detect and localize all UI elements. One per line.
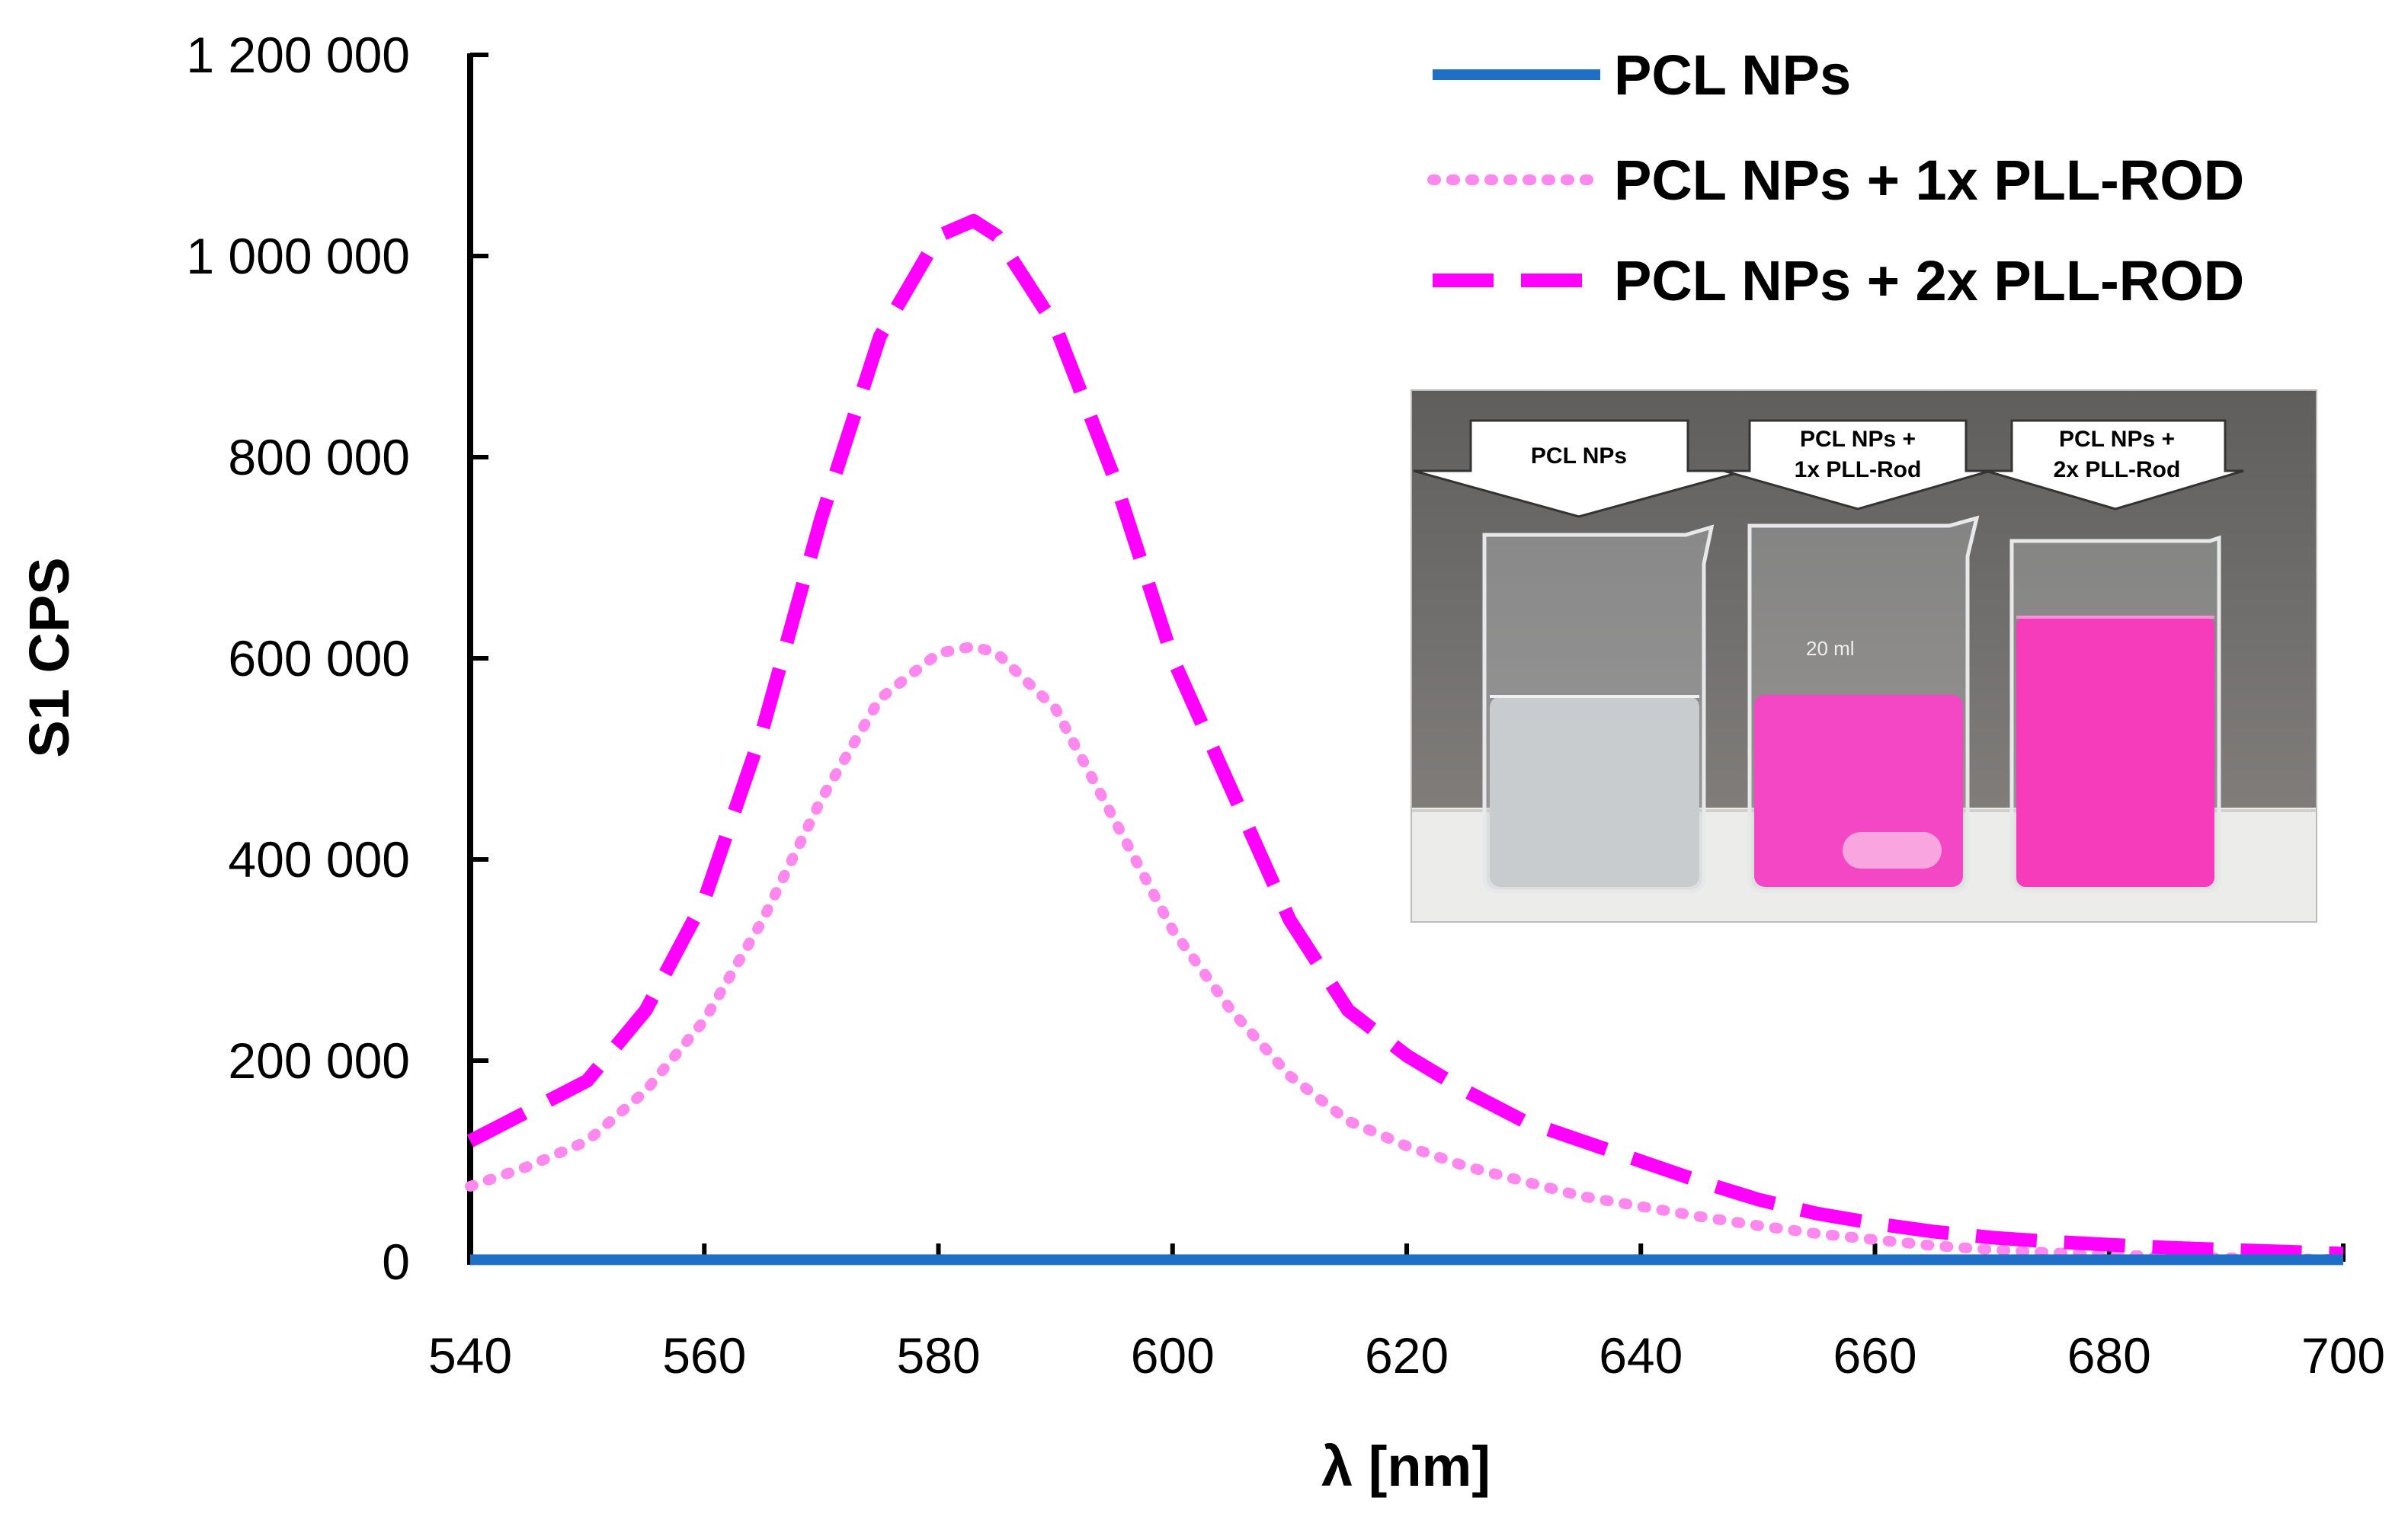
legend: PCL NPs PCL NPs + 1x PLL-ROD PCL NPs + 2… [1427, 43, 2244, 312]
photo-label-2: PCL NPs + 1x PLL-Rod [1723, 419, 1991, 510]
y-tick-label: 1 000 000 [186, 228, 410, 284]
photo-label-1: PCL NPs [1413, 419, 1746, 518]
svg-text:PCL NPs +: PCL NPs + [1800, 427, 1916, 452]
y-tick-label: 400 000 [228, 831, 410, 888]
x-tick-label: 600 [1131, 1327, 1215, 1384]
pink-liquid-dark [2016, 617, 2214, 887]
x-tick-label: 580 [896, 1327, 980, 1384]
svg-text:1x PLL-Rod: 1x PLL-Rod [1795, 457, 1922, 482]
legend-label-1x-pll-rod: PCL NPs + 1x PLL-ROD [1614, 149, 2244, 212]
x-ticks: 540 560 580 600 620 640 660 680 700 [428, 1243, 2385, 1384]
x-tick-label: 540 [428, 1327, 512, 1384]
series-line-dashed [466, 213, 2344, 1261]
y-tick-label: 1 200 000 [186, 27, 410, 83]
photo-label-3: PCL NPs + 2x PLL-Rod [1985, 419, 2244, 510]
y-tick-label: 0 [382, 1234, 410, 1290]
x-tick-label: 680 [2067, 1327, 2151, 1384]
y-tick-label: 600 000 [228, 630, 410, 686]
legend-label-pcl-nps: PCL NPs [1614, 43, 1851, 107]
x-tick-label: 660 [1833, 1327, 1916, 1384]
series-group [465, 213, 2349, 1266]
x-tick-label: 700 [2301, 1327, 2385, 1384]
series-line-dotted [465, 641, 2349, 1266]
clear-liquid [1490, 696, 1699, 887]
y-ticks: 0 200 000 400 000 600 000 800 000 1 000 000 1 … [186, 27, 488, 1290]
x-tick-label: 560 [662, 1327, 746, 1384]
stir-bar [1843, 832, 1942, 869]
inset-beaker-photo: 20 ml PCL NPs PCL NPs + 1x PLL-Rod PCL N… [1411, 389, 2317, 923]
y-axis-title: S1 CPS [18, 557, 81, 757]
y-tick-label: 200 000 [228, 1032, 410, 1089]
x-tick-label: 620 [1365, 1327, 1449, 1384]
x-tick-label: 640 [1599, 1327, 1683, 1384]
beaker-1x-pll-rod: 20 ml [1747, 515, 1980, 894]
legend-label-2x-pll-rod: PCL NPs + 2x PLL-ROD [1614, 249, 2244, 312]
y-tick-label: 800 000 [228, 429, 410, 485]
svg-text:PCL NPs: PCL NPs [1531, 443, 1627, 469]
beaker-clear [1482, 524, 1715, 894]
svg-text:PCL NPs +: PCL NPs + [2059, 427, 2175, 452]
beaker-marking: 20 ml [1806, 637, 1855, 660]
svg-text:2x PLL-Rod: 2x PLL-Rod [2054, 457, 2181, 482]
beaker-2x-pll-rod [2009, 535, 2221, 894]
x-axis-title: λ [nm] [1321, 1435, 1491, 1498]
